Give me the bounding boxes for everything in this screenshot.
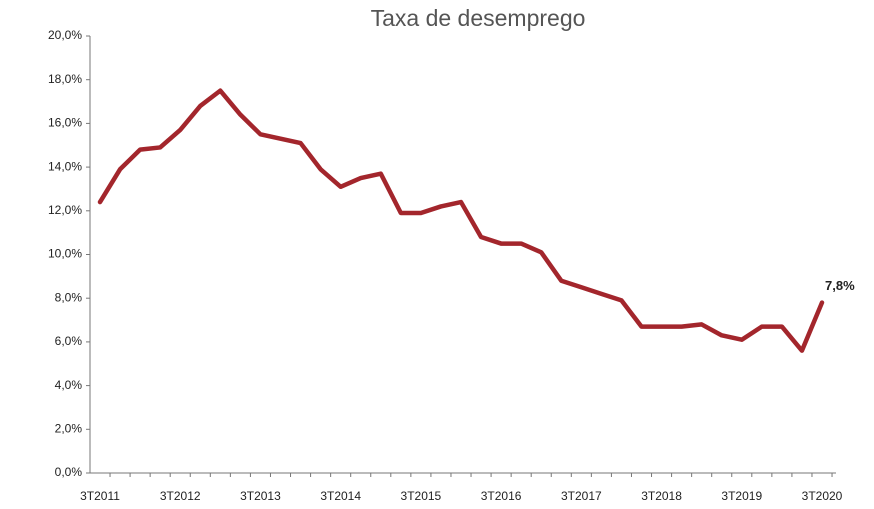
y-tick-label: 12,0%: [48, 203, 82, 217]
y-tick-label: 16,0%: [48, 116, 82, 130]
x-tick-label: 3T2019: [721, 489, 762, 503]
data-line: [97, 88, 825, 353]
x-tick-label: 3T2013: [240, 489, 281, 503]
y-tick-label: 20,0%: [48, 28, 82, 42]
y-tick-label: 10,0%: [48, 247, 82, 261]
y-tick-label: 14,0%: [48, 159, 82, 173]
y-tick-label: 18,0%: [48, 72, 82, 86]
x-tick-label: 3T2020: [802, 489, 843, 503]
chart-title: Taxa de desemprego: [371, 5, 586, 31]
x-tick-label: 3T2011: [80, 489, 120, 503]
x-tick-label: 3T2012: [160, 489, 201, 503]
x-tick-label: 3T2016: [481, 489, 522, 503]
x-tick-label: 3T2015: [401, 489, 442, 503]
x-tick-label: 3T2014: [320, 489, 361, 503]
x-tick-label: 3T2018: [641, 489, 682, 503]
y-tick-label: 0,0%: [55, 465, 83, 479]
y-tick-label: 8,0%: [55, 290, 83, 304]
y-tick-label: 2,0%: [55, 421, 83, 435]
x-tick-label: 3T2017: [561, 489, 602, 503]
data-label: 7,8%: [825, 278, 855, 293]
y-tick-label: 6,0%: [55, 334, 83, 348]
y-tick-label: 4,0%: [55, 378, 83, 392]
